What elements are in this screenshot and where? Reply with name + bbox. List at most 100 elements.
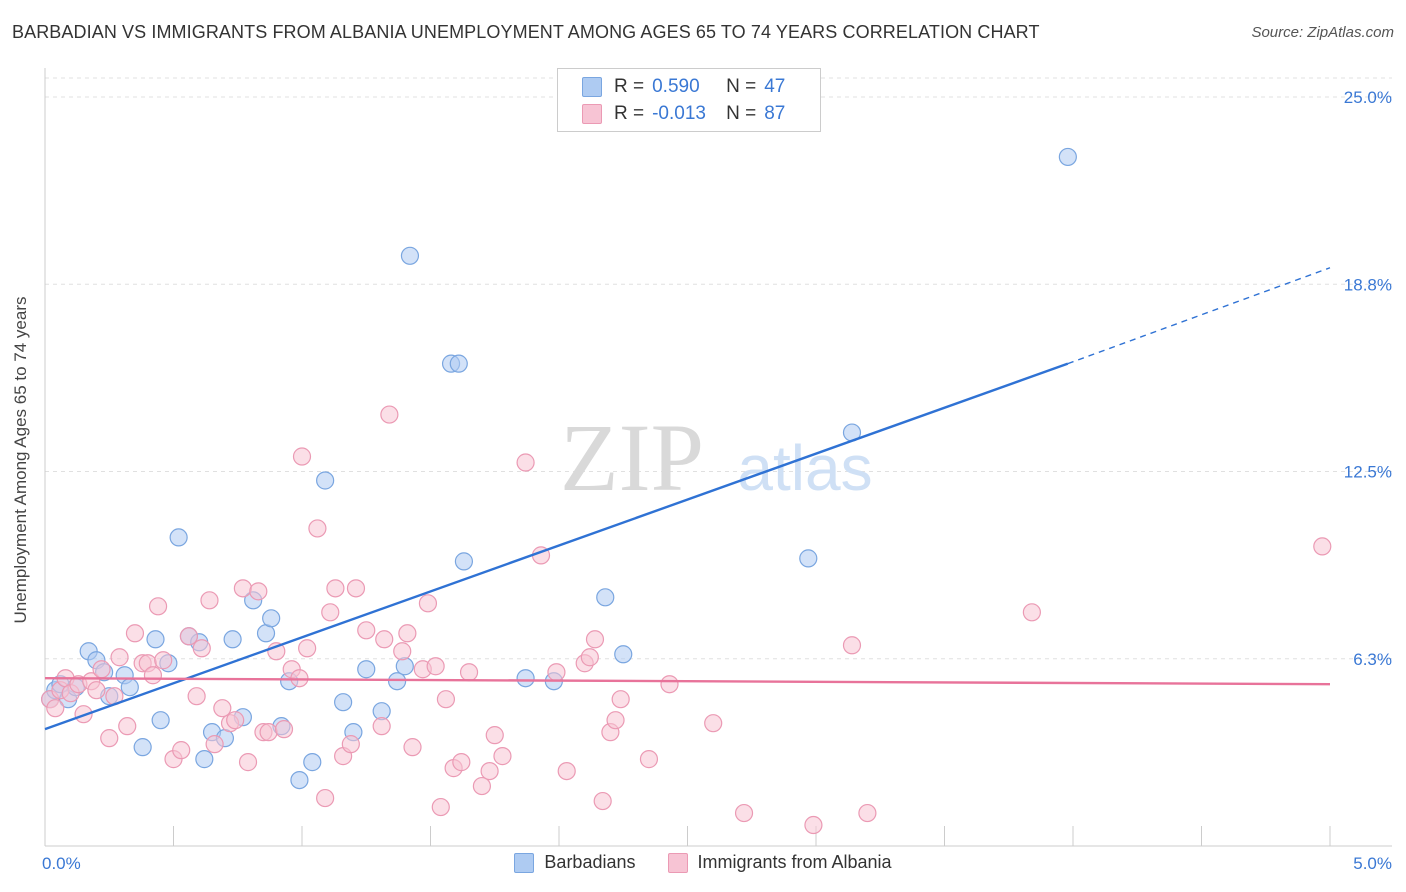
- point-albania: [92, 660, 111, 679]
- point-albania: [372, 717, 391, 736]
- point-barbadians: [262, 609, 281, 628]
- point-albania: [125, 624, 145, 643]
- point-albania: [858, 803, 877, 823]
- y-tick-label: 6.3%: [1353, 650, 1392, 669]
- point-albania: [200, 591, 219, 610]
- point-barbadians: [169, 528, 188, 547]
- point-albania: [459, 663, 479, 682]
- point-albania: [557, 761, 576, 781]
- legend-label-albania: Immigrants from Albania: [697, 852, 892, 872]
- legend-row-barbadians: R = 0.590 N = 47: [582, 74, 785, 100]
- point-barbadians: [316, 471, 335, 490]
- point-albania: [249, 582, 268, 601]
- point-albania: [403, 738, 422, 757]
- legend-swatch-pink: [582, 104, 602, 124]
- point-albania: [238, 753, 258, 772]
- point-barbadians: [195, 750, 214, 769]
- point-albania: [611, 690, 630, 709]
- point-albania: [259, 723, 278, 742]
- point-albania: [298, 639, 317, 658]
- point-barbadians: [454, 552, 474, 571]
- point-albania: [357, 621, 376, 640]
- point-albania: [87, 681, 106, 700]
- point-barbadians: [151, 711, 170, 730]
- point-albania: [547, 663, 566, 682]
- point-albania: [393, 642, 412, 661]
- point-barbadians: [400, 246, 420, 265]
- point-albania: [516, 453, 535, 472]
- legend-swatch-pink: [667, 852, 688, 873]
- point-albania: [110, 648, 129, 667]
- point-barbadians: [596, 588, 615, 607]
- point-barbadians: [303, 753, 322, 772]
- point-albania: [660, 675, 679, 694]
- watermark: ZIP atlas: [560, 404, 873, 511]
- chart-title: BARBADIAN VS IMMIGRANTS FROM ALBANIA UNE…: [12, 22, 1040, 42]
- point-barbadians: [334, 693, 353, 712]
- y-tick-label: 12.5%: [1344, 463, 1392, 482]
- legend-n-value: 47: [764, 76, 786, 97]
- point-albania: [1313, 537, 1332, 556]
- point-albania: [842, 636, 862, 655]
- point-albania: [316, 788, 335, 808]
- legend-r-value: -0.013: [652, 103, 706, 124]
- point-albania: [593, 791, 612, 811]
- point-albania: [346, 579, 366, 598]
- watermark-atlas: atlas: [737, 432, 872, 504]
- point-albania: [480, 761, 499, 781]
- series-legend: Barbadians Immigrants from Albania: [0, 852, 1406, 873]
- watermark-zip: ZIP: [560, 404, 704, 511]
- point-albania: [179, 627, 199, 646]
- point-albania: [704, 714, 723, 733]
- trend-line-barbadians: [44, 362, 1069, 731]
- point-albania: [192, 639, 211, 658]
- point-albania: [375, 630, 394, 649]
- point-albania: [485, 726, 504, 745]
- point-albania: [639, 750, 659, 769]
- trend-line-extension: [1067, 267, 1331, 365]
- x-tick-label: 5.0%: [1353, 854, 1392, 873]
- point-albania: [452, 753, 471, 772]
- y-axis-title: Unemployment Among Ages 65 to 74 years: [11, 296, 30, 624]
- legend-swatch-blue: [582, 77, 602, 97]
- point-albania: [213, 699, 232, 718]
- point-albania: [292, 447, 312, 466]
- point-barbadians: [387, 672, 407, 691]
- legend-swatch-blue: [514, 852, 535, 873]
- point-barbadians: [449, 354, 468, 373]
- legend-r-label: R =: [614, 103, 645, 124]
- legend-item-barbadians: Barbadians: [514, 852, 636, 873]
- point-albania: [398, 624, 417, 643]
- legend-n-label: N =: [726, 103, 757, 124]
- point-albania: [274, 720, 294, 739]
- legend-item-albania: Immigrants from Albania: [667, 852, 892, 873]
- trend-lines: [44, 267, 1331, 731]
- point-albania: [804, 815, 823, 835]
- point-albania: [148, 597, 168, 616]
- point-albania: [100, 729, 119, 748]
- point-albania: [493, 747, 512, 766]
- point-barbadians: [133, 738, 152, 757]
- legend-n-label: N =: [726, 76, 757, 97]
- point-albania: [118, 717, 137, 736]
- point-barbadians: [799, 549, 818, 568]
- point-albania: [205, 735, 224, 754]
- source-label: Source: ZipAtlas.com: [1251, 24, 1394, 41]
- point-albania: [472, 776, 491, 796]
- point-albania: [341, 735, 360, 754]
- legend-r-value: 0.590: [652, 76, 700, 97]
- point-barbadians: [395, 657, 414, 676]
- point-albania: [426, 657, 445, 676]
- point-barbadians: [146, 630, 165, 649]
- point-barbadians: [357, 660, 376, 679]
- stats-legend: R = 0.590 N = 47 R = -0.013 N = 87: [557, 68, 821, 132]
- data-points: [41, 147, 1332, 835]
- point-barbadians: [614, 645, 633, 664]
- point-albania: [154, 651, 173, 670]
- point-albania: [585, 630, 605, 649]
- point-albania: [233, 579, 252, 598]
- y-tick-label: 25.0%: [1344, 88, 1392, 107]
- legend-row-albania: R = -0.013 N = 87: [582, 101, 785, 127]
- point-albania: [1022, 603, 1041, 622]
